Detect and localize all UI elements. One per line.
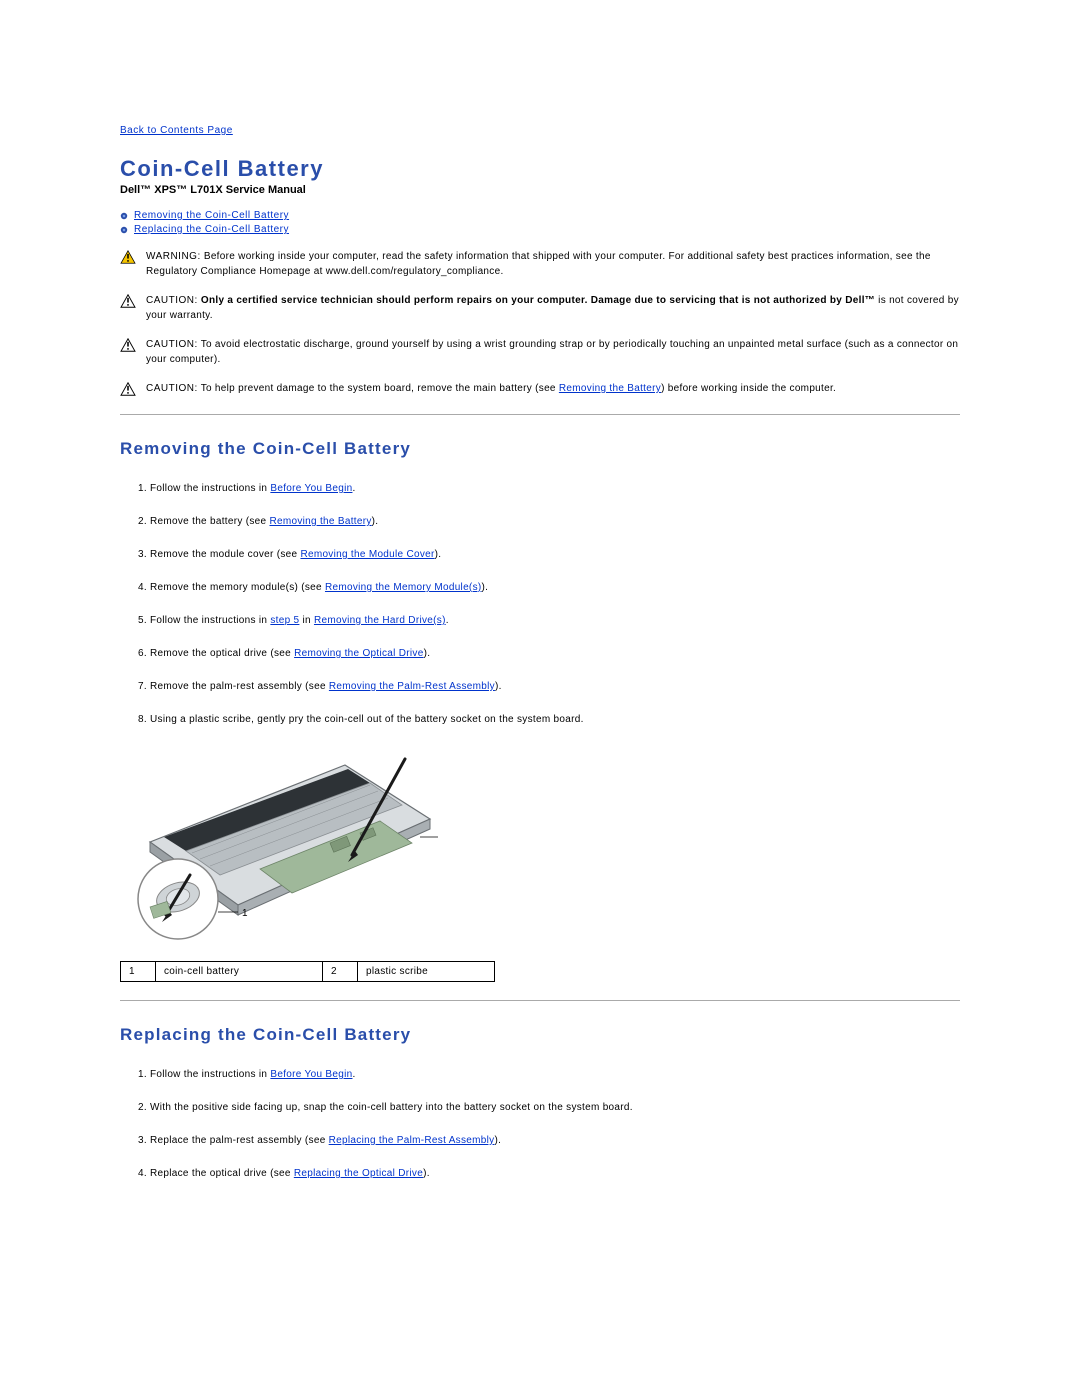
caution-notice-2: CAUTION: To avoid electrostatic discharg… (120, 337, 960, 367)
step-item: Follow the instructions in Before You Be… (150, 1069, 960, 1080)
step-link[interactable]: Replacing the Palm-Rest Assembly (329, 1135, 495, 1146)
bullet-icon (120, 226, 128, 234)
section-title-removing: Removing the Coin-Cell Battery (120, 439, 960, 459)
caution-label: CAUTION: (146, 295, 198, 306)
caution-notice-3: CAUTION: To help prevent damage to the s… (120, 381, 960, 396)
part-num: 1 (121, 962, 156, 982)
warning-text: Before working inside your computer, rea… (146, 251, 931, 277)
warning-icon (120, 250, 136, 264)
step-link[interactable]: Before You Begin (270, 483, 352, 494)
caution-post: ) before working inside the computer. (661, 383, 836, 394)
step-link[interactable]: Removing the Battery (269, 516, 371, 527)
step-link[interactable]: Removing the Palm-Rest Assembly (329, 681, 495, 692)
page-toc: Removing the Coin-Cell Battery Replacing… (120, 210, 960, 235)
caution-notice-1: CAUTION: Only a certified service techni… (120, 293, 960, 323)
toc-item-label: Removing the Coin-Cell Battery (134, 210, 289, 221)
caution-icon (120, 338, 136, 352)
step-item: Replace the optical drive (see Replacing… (150, 1168, 960, 1179)
page-title: Coin-Cell Battery (120, 156, 960, 182)
back-to-contents-link[interactable]: Back to Contents Page (120, 120, 960, 138)
warning-label: WARNING: (146, 251, 201, 262)
divider (120, 1000, 960, 1001)
toc-item-removing[interactable]: Removing the Coin-Cell Battery (120, 210, 960, 221)
caution-pre: To help prevent damage to the system boa… (201, 383, 559, 394)
step-item: Remove the module cover (see Removing th… (150, 549, 960, 560)
step-item: Remove the battery (see Removing the Bat… (150, 516, 960, 527)
step-link[interactable]: Replacing the Optical Drive (294, 1168, 423, 1179)
step-item: With the positive side facing up, snap t… (150, 1102, 960, 1113)
caution-link[interactable]: Removing the Battery (559, 383, 661, 394)
step-link[interactable]: step 5 (270, 615, 299, 626)
step-item: Replace the palm-rest assembly (see Repl… (150, 1135, 960, 1146)
step-item: Follow the instructions in step 5 in Rem… (150, 615, 960, 626)
step-link[interactable]: Before You Begin (270, 1069, 352, 1080)
step-item: Remove the palm-rest assembly (see Remov… (150, 681, 960, 692)
step-item: Remove the optical drive (see Removing t… (150, 648, 960, 659)
caution-text: To avoid electrostatic discharge, ground… (146, 339, 958, 365)
step-item: Remove the memory module(s) (see Removin… (150, 582, 960, 593)
callout-1: 1 (242, 908, 248, 919)
section-title-replacing: Replacing the Coin-Cell Battery (120, 1025, 960, 1045)
caution-icon (120, 382, 136, 396)
manual-subtitle: Dell™ XPS™ L701X Service Manual (120, 184, 960, 196)
laptop-illustration: 2 1 (120, 747, 440, 952)
table-row: 1 coin-cell battery 2 plastic scribe (121, 962, 495, 982)
part-num: 2 (323, 962, 358, 982)
warning-notice: WARNING: Before working inside your comp… (120, 249, 960, 279)
part-label: coin-cell battery (156, 962, 323, 982)
toc-item-label: Replacing the Coin-Cell Battery (134, 224, 289, 235)
divider (120, 414, 960, 415)
back-link-text: Back to Contents Page (120, 125, 233, 136)
step-link[interactable]: Removing the Optical Drive (294, 648, 424, 659)
caution-label: CAUTION: (146, 383, 198, 394)
step-link[interactable]: Removing the Memory Module(s) (325, 582, 482, 593)
replacing-steps: Follow the instructions in Before You Be… (120, 1069, 960, 1179)
caution-bold-text: Only a certified service technician shou… (201, 295, 875, 306)
part-label: plastic scribe (358, 962, 495, 982)
toc-item-replacing[interactable]: Replacing the Coin-Cell Battery (120, 224, 960, 235)
step-link[interactable]: Removing the Module Cover (300, 549, 434, 560)
parts-table: 1 coin-cell battery 2 plastic scribe (120, 961, 495, 982)
bullet-icon (120, 212, 128, 220)
caution-label: CAUTION: (146, 339, 198, 350)
caution-icon (120, 294, 136, 308)
step-item: Using a plastic scribe, gently pry the c… (150, 714, 960, 725)
coin-cell-figure: 2 1 1 coin-cell battery 2 plastic scribe (120, 747, 960, 982)
removing-steps: Follow the instructions in Before You Be… (120, 483, 960, 725)
step-item: Follow the instructions in Before You Be… (150, 483, 960, 494)
step-link[interactable]: Removing the Hard Drive(s) (314, 615, 446, 626)
